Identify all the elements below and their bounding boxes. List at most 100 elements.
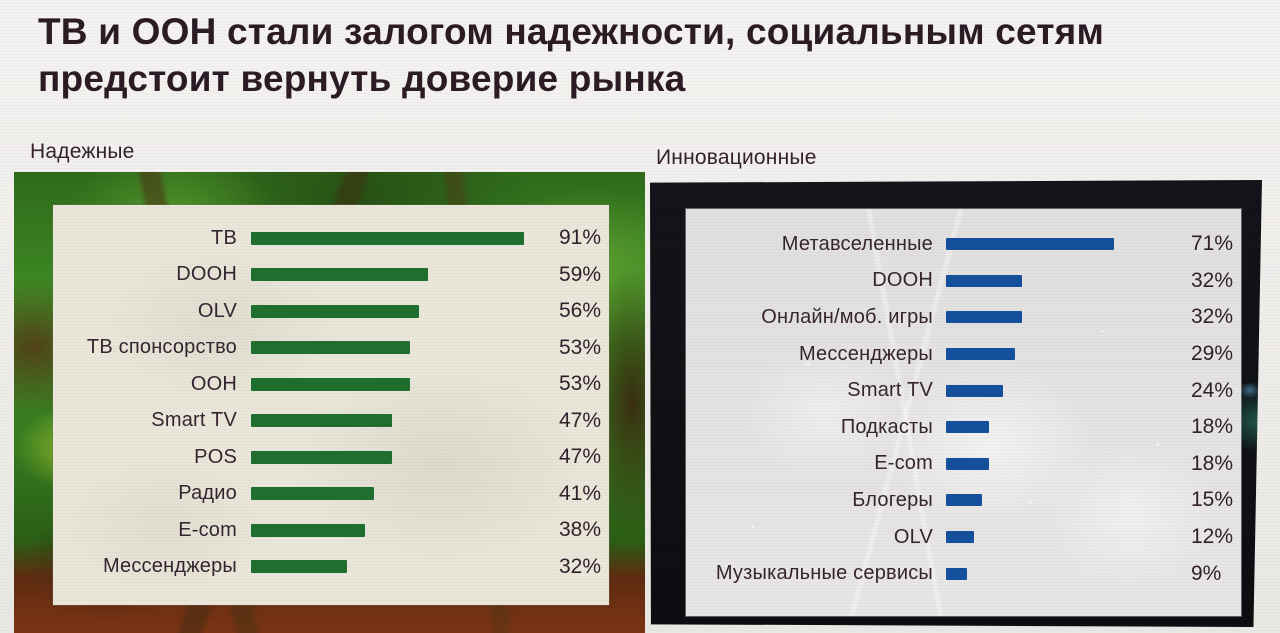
bar — [946, 311, 1022, 324]
bar-track — [946, 494, 1183, 507]
bar-label: OLV — [893, 525, 933, 548]
bar-value: 56% — [559, 299, 602, 323]
bar-row: Мессенджеры 32% — [53, 549, 609, 586]
bar-row: POS 47% — [53, 439, 609, 476]
bar-label: Блогеры — [852, 488, 933, 511]
bar-label: Радио — [178, 482, 237, 505]
bar-track — [946, 384, 1183, 397]
bar-value: 53% — [559, 372, 602, 396]
reliable-bar-chart: ТВ 91% DOOH 59% OLV 56% ТВ спонсорство 53% OOH 53… — [53, 220, 609, 585]
bar-row: Подкасты 18% — [686, 409, 1241, 446]
bar-track — [946, 238, 1183, 251]
bar-track — [946, 274, 1183, 287]
bar-value: 38% — [559, 518, 602, 542]
page-title: ТВ и ООН стали залогом надежности, социа… — [38, 11, 1105, 100]
bar-row: Smart TV 47% — [53, 403, 609, 440]
bar-label: OOH — [190, 372, 237, 395]
bar-value: 12% — [1191, 525, 1234, 549]
bar-label: POS — [194, 445, 237, 468]
innovative-bar-chart: Метавселенные 71% DOOH 32% Онлайн/моб. игры 3… — [686, 226, 1241, 592]
bar-track — [251, 523, 551, 537]
bar — [251, 523, 365, 537]
bar-row: DOOH 59% — [53, 257, 609, 294]
bar-row: OOH 53% — [53, 366, 609, 403]
bar-label: ТВ — [211, 226, 237, 249]
bar-row: Радио 41% — [53, 476, 609, 513]
bar-label: DOOH — [872, 269, 933, 292]
bar-label: Smart TV — [151, 409, 237, 432]
bar-track — [946, 421, 1183, 434]
bar-row: Smart TV 24% — [686, 372, 1241, 409]
bar-value: 15% — [1191, 488, 1234, 512]
bar — [946, 494, 982, 507]
bar — [251, 414, 392, 428]
bar-value: 18% — [1191, 451, 1234, 475]
bar-row: Мессенджеры 29% — [686, 336, 1241, 373]
bar-value: 71% — [1191, 232, 1234, 256]
bar-value: 9% — [1191, 561, 1222, 585]
bar-track — [251, 414, 551, 428]
bar-row: E-com 38% — [53, 512, 609, 549]
bar — [946, 531, 975, 544]
bar-value: 32% — [559, 554, 602, 578]
bar-value: 47% — [559, 408, 602, 432]
bar-label: Мессенджеры — [102, 555, 237, 578]
bar-track — [946, 531, 1183, 544]
bar-label: OLV — [197, 299, 237, 322]
bar-row: OLV 12% — [686, 519, 1241, 556]
bar-label: DOOH — [176, 263, 237, 286]
bar-value: 91% — [559, 226, 602, 250]
bar-row: ТВ 91% — [53, 220, 609, 257]
bar — [946, 567, 968, 580]
bar-label: Подкасты — [840, 415, 933, 438]
bar — [251, 487, 374, 501]
bar — [946, 238, 1115, 251]
bar-row: ТВ спонсорство 53% — [53, 330, 609, 367]
bar-label: Онлайн/моб. игры — [761, 305, 933, 328]
bar — [946, 421, 989, 434]
bar-row: Блогеры 15% — [686, 482, 1241, 519]
bar-label: Smart TV — [847, 379, 933, 402]
bar-track — [251, 450, 551, 464]
bar-track — [251, 304, 551, 318]
bar-value: 32% — [1191, 305, 1234, 329]
bar-value: 41% — [559, 481, 602, 505]
bar-label: E-com — [178, 518, 237, 541]
forest-photo-background: ТВ 91% DOOH 59% OLV 56% ТВ спонсорство 53% OOH 53… — [14, 172, 645, 633]
bar-value: 59% — [559, 262, 602, 286]
bar-track — [251, 268, 551, 282]
reliable-section-label: Надежные — [30, 140, 135, 163]
innovative-chart-panel: Метавселенные 71% DOOH 32% Онлайн/моб. игры 3… — [686, 209, 1241, 616]
bar-label: Метавселенные — [781, 232, 933, 255]
bar-value: 32% — [1191, 268, 1234, 292]
bar-value: 18% — [1191, 415, 1234, 439]
bar-row: OLV 56% — [53, 293, 609, 330]
bar-track — [251, 377, 551, 391]
bar-track — [946, 567, 1183, 580]
innovative-section-label: Инновационные — [656, 146, 817, 169]
bar — [251, 560, 347, 574]
bar-track — [251, 560, 551, 574]
bar-value: 47% — [559, 445, 602, 469]
bar-label: Музыкальные сервисы — [715, 562, 933, 585]
bar — [946, 274, 1022, 287]
bar-label: E-com — [874, 452, 933, 475]
bar-track — [946, 348, 1183, 361]
bar-track — [251, 487, 551, 501]
bar — [251, 231, 524, 245]
bar — [251, 450, 392, 464]
bar — [251, 304, 419, 318]
bar — [251, 268, 428, 282]
bar-row: E-com 18% — [686, 446, 1241, 483]
bar-track — [251, 341, 551, 355]
bar-row: Музыкальные сервисы 9% — [686, 555, 1241, 592]
reliable-chart-panel: ТВ 91% DOOH 59% OLV 56% ТВ спонсорство 53% OOH 53… — [53, 205, 609, 605]
bar-value: 24% — [1191, 378, 1234, 402]
bar-label: ТВ спонсорство — [86, 336, 237, 359]
bar-row: Онлайн/моб. игры 32% — [686, 299, 1241, 336]
network-photo-background: Метавселенные 71% DOOH 32% Онлайн/моб. игры 3… — [650, 180, 1262, 627]
bar — [946, 457, 989, 470]
bar-row: Метавселенные 71% — [686, 226, 1241, 263]
bar — [251, 377, 410, 391]
